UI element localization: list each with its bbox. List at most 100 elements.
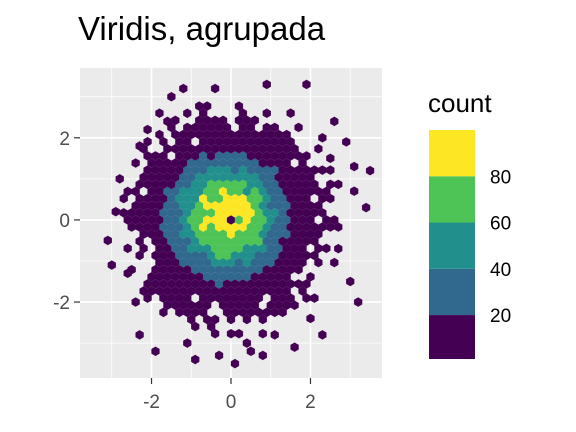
hex-bin — [135, 250, 144, 261]
hex-bin — [258, 328, 267, 339]
hex-bin — [302, 151, 311, 161]
hex-bin — [350, 161, 359, 172]
hex-bin — [326, 193, 335, 204]
hex-bin — [330, 116, 339, 127]
hex-bin — [326, 153, 335, 164]
hex-bin — [298, 286, 307, 296]
hex-bin — [310, 293, 319, 303]
hex-bin — [199, 108, 208, 119]
hex-bin — [314, 257, 323, 268]
hex-bin — [123, 268, 132, 279]
y-tick-label: -2 — [53, 293, 70, 314]
hex-bin — [354, 297, 363, 307]
hex-bin — [310, 250, 319, 261]
hex-bin — [151, 346, 160, 357]
hex-bin — [298, 257, 307, 268]
hex-bin — [314, 200, 323, 211]
hex-bin — [334, 222, 343, 232]
legend-label: 20 — [490, 306, 511, 327]
axes: -2 0 2 -2 0 2 — [53, 129, 316, 413]
x-tick-label: -2 — [143, 392, 160, 413]
hex-bin — [246, 346, 255, 357]
hex-bin — [330, 215, 339, 225]
hex-bin — [334, 243, 343, 254]
hex-bin — [143, 124, 152, 135]
hex-bin — [159, 151, 168, 161]
hex-bin — [262, 79, 271, 90]
hex-bin — [350, 186, 359, 196]
hex-bin — [365, 165, 375, 176]
hex-bin — [210, 83, 220, 94]
legend-swatch — [429, 130, 475, 177]
hex-bin — [131, 158, 140, 168]
legend-label: 60 — [490, 214, 511, 235]
hex-bin — [314, 229, 323, 239]
hex-bin — [326, 165, 335, 175]
hex-bin — [222, 122, 232, 133]
hexagon-layer — [103, 79, 375, 369]
hex-bin — [123, 243, 132, 254]
hex-bin — [306, 313, 315, 324]
hex-bin — [298, 243, 307, 254]
legend-title: count — [428, 88, 492, 118]
hex-bin — [210, 314, 220, 325]
hex-bin — [183, 338, 192, 348]
hex-bin — [286, 136, 295, 147]
legend-swatch — [429, 315, 475, 359]
hex-bin — [286, 293, 295, 303]
hex-bin — [207, 321, 216, 332]
hex-bin — [167, 91, 176, 102]
hex-bin — [218, 115, 228, 126]
hex-bin — [242, 314, 252, 325]
hex-bin — [238, 108, 248, 119]
legend-label: 40 — [490, 260, 511, 281]
hex-bin — [234, 328, 244, 339]
hex-bin — [278, 307, 287, 318]
hex-bin — [294, 122, 303, 133]
hex-bin — [310, 236, 319, 247]
hex-bin — [203, 300, 212, 311]
hex-bin — [306, 272, 315, 282]
hex-bin — [302, 79, 311, 90]
hex-bin — [310, 179, 319, 190]
hex-bin — [298, 158, 307, 168]
hex-bin — [159, 136, 168, 147]
legend-swatch — [429, 268, 475, 316]
hex-bin — [183, 293, 192, 303]
hex-bin — [270, 122, 279, 133]
hex-bin — [250, 115, 259, 126]
chart-title: Viridis, agrupada — [78, 10, 326, 47]
hex-bin — [111, 206, 120, 217]
hex-bin — [210, 328, 220, 339]
hex-bin — [135, 236, 144, 247]
hex-bin — [334, 179, 343, 190]
hex-bin — [306, 215, 315, 225]
hex-bin — [361, 202, 371, 213]
hex-bin — [258, 350, 267, 361]
hex-bin — [290, 300, 299, 311]
hex-bin — [282, 158, 291, 168]
hex-bin — [183, 108, 192, 119]
hex-bin — [258, 314, 267, 325]
hex-bin — [135, 330, 144, 340]
hex-bin — [242, 338, 252, 348]
hex-bin — [246, 122, 255, 133]
hex-bin — [290, 342, 299, 352]
hex-bin — [203, 101, 212, 111]
hex-bin — [314, 144, 323, 154]
hex-bin — [330, 257, 339, 268]
hex-bin — [294, 264, 303, 275]
hex-bin — [250, 300, 259, 311]
hex-bin — [302, 279, 311, 289]
legend-swatch — [429, 176, 475, 223]
hex-bin — [282, 129, 291, 140]
hex-bin — [159, 307, 168, 318]
hex-bin — [131, 186, 140, 197]
hex-bin — [131, 297, 140, 307]
hex-bin — [290, 144, 299, 154]
legend-swatch — [429, 222, 475, 269]
hex-bin — [302, 193, 311, 204]
hex-bin — [322, 186, 331, 197]
y-tick-label: 0 — [59, 211, 70, 232]
